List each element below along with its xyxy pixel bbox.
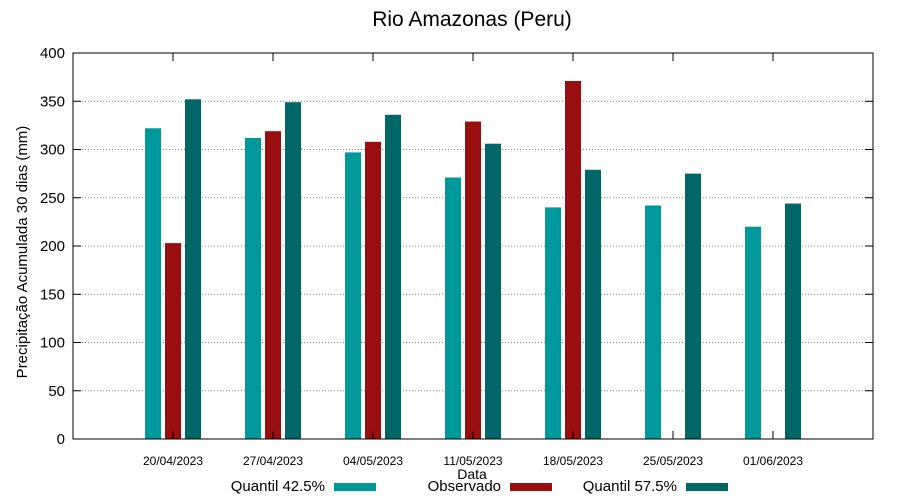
bar-quantil-42 xyxy=(645,205,661,439)
bar-quantil-57 xyxy=(585,169,601,439)
bar-observado xyxy=(565,80,581,440)
bar-quantil-57 xyxy=(385,114,401,439)
bar-quantil-42 xyxy=(145,128,161,439)
x-axis-label: Data xyxy=(457,466,487,482)
bar-quantil-57 xyxy=(685,173,701,439)
bar-quantil-57 xyxy=(785,203,801,439)
x-tick-label: 18/05/2023 xyxy=(543,454,603,468)
y-tick-label: 400 xyxy=(40,45,65,62)
x-tick-label: 27/04/2023 xyxy=(243,454,303,468)
x-tick-label: 01/06/2023 xyxy=(743,454,803,468)
legend: Quantil 42.5% Observado Quantil 57.5% xyxy=(231,478,728,495)
y-tick-label: 250 xyxy=(40,190,65,207)
y-tick-label: 150 xyxy=(40,286,65,303)
x-tick-label: 25/05/2023 xyxy=(643,454,703,468)
y-tick-label: 50 xyxy=(48,383,65,400)
y-axis-label: Precipitação Acumulada 30 dias (mm) xyxy=(14,126,31,379)
bar-quantil-42 xyxy=(445,177,461,440)
y-tick-label: 300 xyxy=(40,142,65,159)
bar-observado xyxy=(165,243,181,439)
bar-quantil-57 xyxy=(185,99,201,439)
bar-quantil-42 xyxy=(545,207,561,439)
x-axis: 20/04/2023 27/04/2023 04/05/2023 11/05/2023… xyxy=(143,53,803,468)
y-tick-label: 350 xyxy=(40,93,65,110)
legend-label: Quantil 42.5% xyxy=(231,478,325,495)
x-tick-label: 20/04/2023 xyxy=(143,454,203,468)
x-tick-label: 04/05/2023 xyxy=(343,454,403,468)
legend-label: Quantil 57.5% xyxy=(583,478,677,495)
y-tick-label: 100 xyxy=(40,335,65,352)
legend-swatch xyxy=(510,483,552,491)
bar-quantil-42 xyxy=(345,152,361,439)
bar-observado xyxy=(365,141,381,439)
legend-label: Observado xyxy=(428,478,501,495)
chart-title: Rio Amazonas (Peru) xyxy=(372,8,572,31)
y-axis: 0 50 100 150 200 250 300 350 400 xyxy=(40,45,873,448)
y-tick-label: 0 xyxy=(57,431,65,448)
bar-observado xyxy=(465,121,481,439)
bar-quantil-57 xyxy=(485,143,501,439)
legend-swatch xyxy=(686,483,728,491)
bars xyxy=(145,80,801,440)
bar-quantil-57 xyxy=(285,102,301,439)
bar-quantil-42 xyxy=(745,226,761,439)
legend-swatch xyxy=(334,483,376,491)
bar-observado xyxy=(265,131,281,440)
x-tick-label: 11/05/2023 xyxy=(443,454,502,468)
bar-quantil-42 xyxy=(245,137,261,440)
y-tick-label: 200 xyxy=(40,238,65,255)
